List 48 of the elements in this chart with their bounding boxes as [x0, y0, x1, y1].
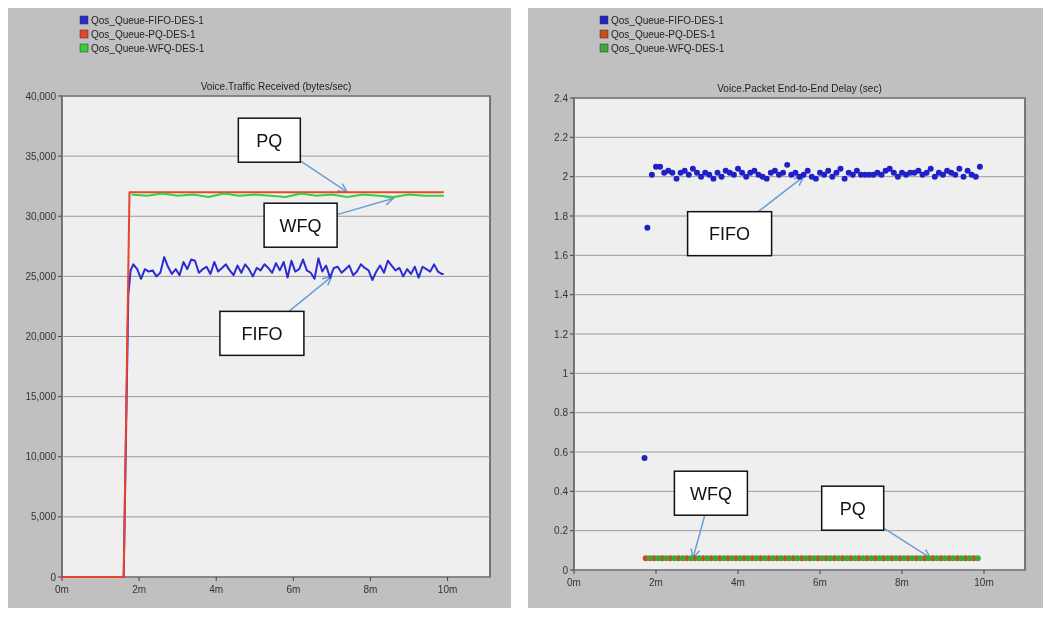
chart-title: Voice.Traffic Received (bytes/sec) — [200, 81, 352, 92]
legend-label: Qos_Queue-FIFO-DES-1 — [611, 14, 725, 26]
y-tick-label: 1.6 — [554, 249, 569, 261]
y-tick-label: 35,000 — [25, 150, 57, 162]
y-tick-label: 2.4 — [554, 92, 569, 104]
y-tick-label: 1 — [562, 367, 569, 379]
x-tick-label: 2m — [132, 584, 147, 595]
y-tick-label: 1.4 — [554, 289, 569, 301]
y-tick-label: 10,000 — [25, 451, 57, 463]
annotation: PQ — [839, 498, 866, 519]
y-tick-label: 0.6 — [554, 446, 569, 458]
y-tick-label: 1.8 — [554, 210, 569, 222]
y-tick-label: 40,000 — [25, 90, 57, 102]
legend-label: Qos_Queue-WFQ-DES-1 — [611, 42, 725, 54]
x-tick-label: 10m — [974, 577, 994, 588]
y-tick-label: 2.2 — [554, 131, 569, 143]
legend-label: Qos_Queue-WFQ-DES-1 — [91, 42, 205, 54]
annotation: WFQ — [279, 215, 322, 236]
x-tick-label: 10m — [437, 584, 458, 595]
y-tick-label: 20,000 — [25, 331, 57, 342]
y-tick-label: 0 — [562, 564, 569, 576]
y-tick-label: 5,000 — [30, 511, 57, 523]
x-tick-label: 8m — [363, 584, 378, 595]
annotation: FIFO — [709, 223, 751, 244]
y-tick-label: 25,000 — [25, 270, 57, 282]
legend-label: Qos_Queue-PQ-DES-1 — [611, 28, 716, 40]
y-tick-label: 15,000 — [25, 391, 57, 403]
x-tick-label: 0m — [55, 584, 69, 595]
legend-label: Qos_Queue-FIFO-DES-1 — [91, 14, 205, 26]
x-tick-label: 4m — [731, 577, 745, 588]
chart-title: Voice.Packet End-to-End Delay (sec) — [717, 83, 882, 94]
y-tick-label: 2 — [562, 171, 569, 183]
y-tick-label: 0 — [50, 571, 57, 583]
annotation: PQ — [256, 130, 283, 151]
x-tick-label: 0m — [567, 577, 581, 588]
x-tick-label: 8m — [895, 577, 909, 588]
x-tick-label: 2m — [649, 577, 663, 588]
x-tick-label: 4m — [209, 584, 224, 595]
annotation: WFQ — [689, 483, 732, 504]
x-tick-label: 6m — [286, 584, 301, 595]
y-tick-label: 0.8 — [554, 407, 569, 419]
x-tick-label: 6m — [813, 577, 827, 588]
y-tick-label: 0.4 — [554, 485, 569, 497]
y-tick-label: 1.2 — [554, 328, 569, 340]
y-tick-label: 30,000 — [25, 210, 57, 222]
y-tick-label: 0.2 — [554, 525, 569, 537]
annotation: FIFO — [241, 323, 283, 344]
legend-label: Qos_Queue-PQ-DES-1 — [91, 28, 196, 40]
